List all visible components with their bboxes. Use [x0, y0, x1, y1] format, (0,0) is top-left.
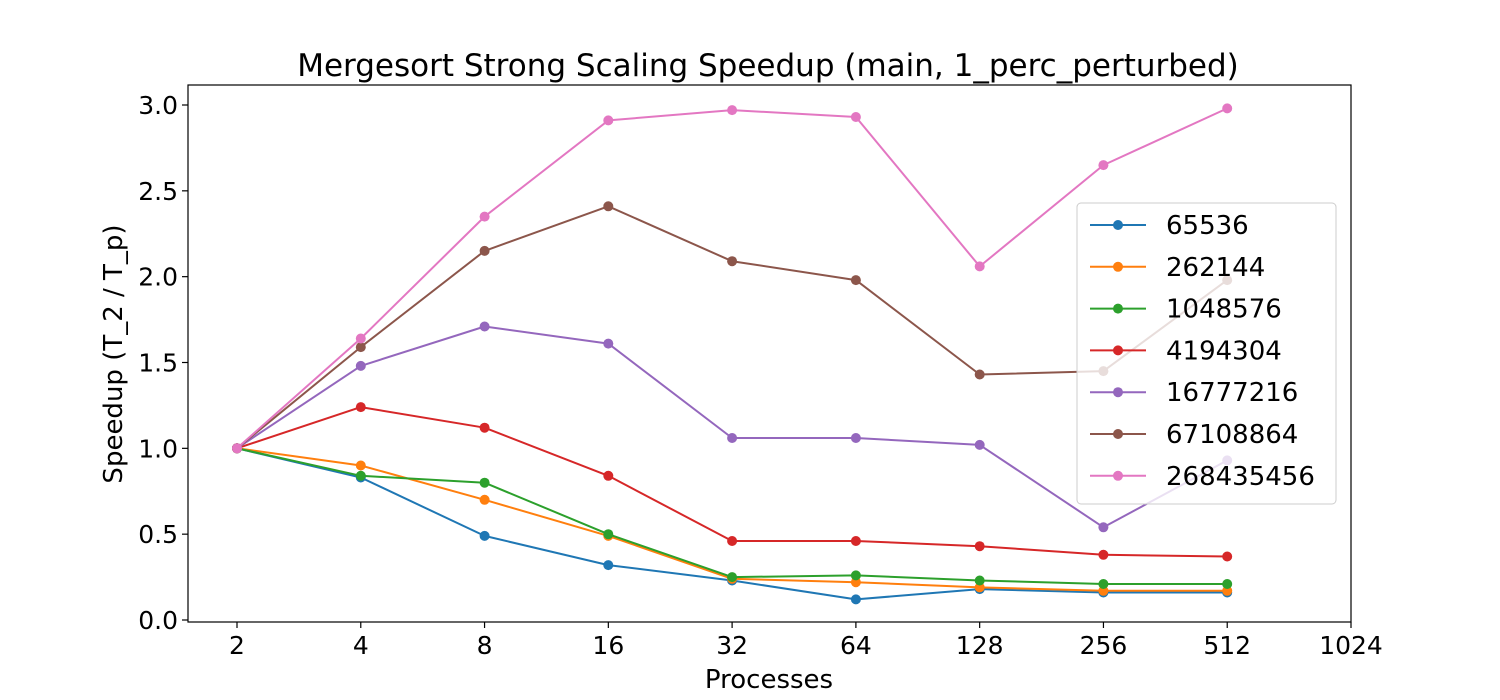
x-axis-label: Processes [705, 665, 833, 695]
legend-item: 65536 [1090, 211, 1249, 241]
legend-label: 16777216 [1166, 378, 1298, 408]
data-point [1098, 160, 1109, 171]
data-point [355, 470, 366, 481]
data-point [727, 433, 738, 443]
legend-item: 16777216 [1090, 378, 1298, 408]
legend-item: 268435456 [1090, 462, 1315, 492]
y-tick-label: 1.0 [138, 434, 178, 463]
data-point [355, 402, 366, 413]
data-point [603, 470, 614, 481]
data-point [974, 541, 985, 552]
legend-item: 262144 [1090, 253, 1265, 283]
data-point [974, 261, 985, 272]
y-tick-label: 0.5 [138, 520, 178, 549]
data-point [974, 369, 985, 380]
data-point [727, 105, 738, 116]
x-tick-label: 2 [229, 631, 245, 660]
y-tick-label: 3.0 [138, 91, 178, 120]
plot-area [187, 84, 1352, 623]
legend-label: 65536 [1166, 211, 1249, 241]
legend-swatch-marker [1113, 261, 1123, 272]
x-tick-label: 128 [956, 631, 1004, 660]
legend-label: 67108864 [1166, 420, 1298, 450]
legend-label: 4194304 [1166, 336, 1282, 366]
data-point [603, 115, 614, 126]
data-point [479, 494, 490, 505]
data-point [355, 333, 366, 344]
legend-swatch-marker [1113, 470, 1123, 481]
data-point [479, 245, 490, 256]
data-point [479, 321, 490, 332]
y-tick-label: 2.0 [138, 263, 178, 292]
legend-box [1076, 202, 1337, 505]
legend-item: 67108864 [1090, 420, 1298, 450]
data-point [479, 211, 490, 222]
y-tick-label: 0.0 [138, 606, 178, 635]
x-tick-label: 16 [592, 631, 624, 660]
y-tick-label: 2.5 [138, 177, 178, 206]
data-point [355, 460, 366, 471]
data-point [1098, 549, 1109, 560]
x-tick-label: 8 [477, 631, 493, 660]
data-point [850, 594, 861, 605]
data-point [1222, 579, 1233, 589]
data-point [727, 572, 738, 583]
legend: 65536 262144 1048576 4194304 16777216 6710886… [1076, 202, 1337, 505]
data-point [479, 530, 490, 541]
data-point [850, 570, 861, 581]
y-axis: 0.0 0.5 1.0 1.5 2.0 2.5 3.0 [138, 91, 188, 635]
x-tick-label: 4 [353, 631, 369, 660]
data-point [232, 443, 242, 454]
data-point [603, 338, 614, 349]
legend-item: 4194304 [1090, 336, 1282, 366]
legend-item: 1048576 [1090, 295, 1282, 325]
data-point [974, 582, 985, 593]
legend-label: 262144 [1166, 253, 1265, 283]
data-point [850, 275, 861, 286]
data-point [850, 433, 861, 443]
data-point [1098, 579, 1109, 589]
legend-label: 1048576 [1166, 295, 1282, 325]
x-tick-label: 64 [840, 631, 872, 660]
legend-swatch-marker [1113, 303, 1123, 314]
data-point [479, 477, 490, 488]
data-point [1222, 551, 1233, 562]
legend-swatch-marker [1113, 220, 1123, 230]
legend-swatch-marker [1113, 387, 1123, 398]
data-point [603, 201, 614, 212]
data-point [974, 575, 985, 586]
series-268435456 [232, 103, 1233, 454]
legend-swatch-marker [1113, 345, 1123, 356]
data-point [974, 439, 985, 450]
x-tick-label: 256 [1080, 631, 1128, 660]
x-tick-label: 32 [716, 631, 748, 660]
plot-frame [187, 84, 1352, 623]
x-tick-label: 512 [1203, 631, 1251, 660]
data-point [355, 342, 366, 353]
data-point [1222, 103, 1233, 114]
x-axis: 2 4 8 16 32 64 128 256 512 1024 [229, 622, 1383, 660]
legend-swatch-marker [1113, 429, 1123, 439]
y-axis-label: Speedup (T_2 / T_p) [99, 224, 129, 483]
data-point [479, 422, 490, 433]
data-point [850, 112, 861, 122]
legend-label: 268435456 [1166, 462, 1315, 492]
series-layer [232, 103, 1233, 605]
data-point [603, 529, 614, 540]
data-point [727, 536, 738, 546]
data-point [727, 256, 738, 267]
x-tick-label: 1024 [1319, 631, 1383, 660]
chart-title: Mergesort Strong Scaling Speedup (main, … [297, 48, 1239, 84]
data-point [850, 536, 861, 546]
data-point [1098, 522, 1109, 533]
y-tick-label: 1.5 [138, 349, 178, 378]
legend-items: 65536 262144 1048576 4194304 16777216 6710886… [1090, 211, 1315, 492]
data-point [355, 360, 366, 371]
data-point [603, 560, 614, 571]
